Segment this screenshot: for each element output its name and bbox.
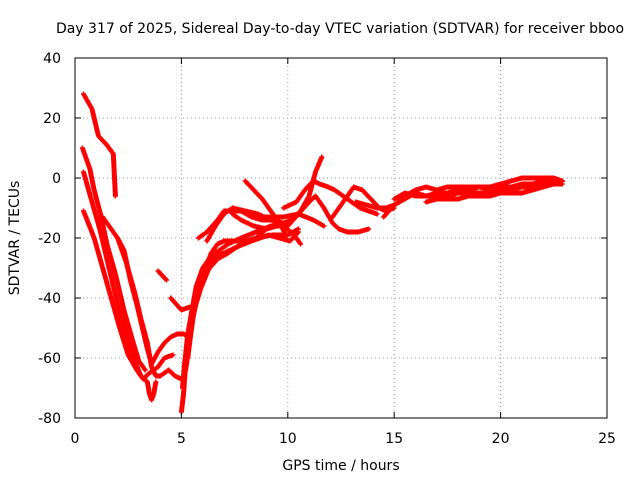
- series-track-6: [115, 235, 193, 367]
- series-track-15: [230, 211, 280, 232]
- series-track-4: [81, 208, 176, 382]
- data-point-markers: [423, 178, 565, 205]
- y-tick-label: 40: [43, 51, 61, 67]
- data-point-markers: [155, 268, 169, 283]
- y-tick-label: 20: [43, 111, 61, 127]
- series-track-1: [81, 91, 118, 199]
- series-track-2: [79, 145, 148, 373]
- data-point-markers: [238, 208, 327, 229]
- series-track-23: [423, 178, 565, 205]
- data-point-markers: [381, 175, 565, 220]
- data-point-markers: [81, 208, 176, 382]
- data-point-markers: [81, 91, 118, 199]
- x-tick-label: 5: [177, 431, 186, 447]
- series-track-8: [168, 295, 193, 313]
- x-axis-label: GPS time / hours: [282, 458, 399, 474]
- y-tick-label: 0: [52, 171, 61, 187]
- x-tick-label: 25: [598, 431, 616, 447]
- chart-title: Day 317 of 2025, Sidereal Day-to-day VTE…: [56, 21, 624, 37]
- data-point-markers: [79, 145, 148, 373]
- x-axis: 0 5 10 15 20 25: [71, 58, 616, 447]
- data-points: [79, 91, 565, 415]
- series-track-22: [391, 181, 565, 202]
- y-tick-label: -60: [38, 351, 61, 367]
- y-tick-label: -20: [38, 231, 61, 247]
- y-axis-label: SDTVAR / TECUs: [7, 181, 23, 296]
- x-tick-label: 20: [492, 431, 510, 447]
- y-tick-label: -80: [38, 411, 61, 427]
- data-point-markers: [230, 211, 280, 232]
- series-track-21: [381, 175, 565, 220]
- y-axis: -80 -60 -40 -20 0 20 40: [38, 51, 607, 427]
- data-point-markers: [168, 295, 193, 313]
- x-tick-label: 0: [71, 431, 80, 447]
- series-track-17: [242, 178, 289, 238]
- data-point-markers: [115, 235, 193, 367]
- x-tick-label: 15: [385, 431, 403, 447]
- data-point-markers: [391, 181, 565, 202]
- series-track-7: [155, 268, 169, 283]
- x-tick-label: 10: [279, 431, 297, 447]
- y-tick-label: -40: [38, 291, 61, 307]
- series-track-16: [238, 208, 327, 229]
- data-point-markers: [242, 178, 289, 238]
